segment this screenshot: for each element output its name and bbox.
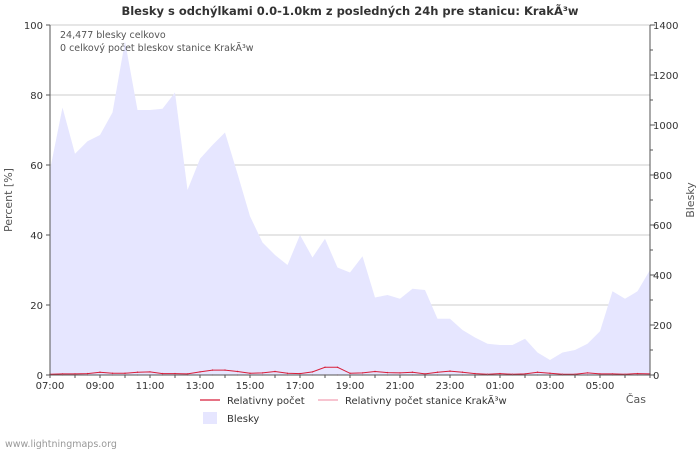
annotation-station: 0 celkový počet bleskov stanice KrakÃ³w [60, 43, 254, 54]
left-tick-label-40: 40 [30, 231, 43, 242]
point-series-1-15 [236, 370, 239, 373]
point-series-1-19 [286, 372, 289, 374]
x-axis-ticks: 07:00 09:00 11:00 13:00 15:00 17:00 19:00 21:00… [36, 375, 651, 392]
y-axis-right-label: Blesky [684, 182, 697, 218]
point-series-1-4 [99, 371, 101, 373]
x-tick-label-0900: 09:00 [86, 381, 115, 392]
point-series-1-24 [349, 372, 351, 374]
x-tick-label-1900: 19:00 [336, 381, 365, 392]
point-series-1-20 [299, 372, 301, 375]
legend: Relativny počet Relativny počet stanice … [200, 394, 507, 425]
area-series-blesky [50, 41, 650, 376]
left-tick-label-20: 20 [30, 301, 43, 312]
left-tick-label-80: 80 [30, 91, 43, 102]
x-tick-label-1700: 17:00 [286, 381, 315, 392]
legend-label-stanice: Relativny počet stanice KrakÃ³w [345, 394, 507, 407]
point-series-1-34 [474, 372, 476, 375]
point-series-1-9 [161, 372, 164, 375]
point-series-1-33 [461, 371, 464, 373]
point-series-1-2 [74, 373, 76, 375]
point-series-1-8 [149, 371, 151, 373]
point-series-1-7 [136, 371, 139, 373]
point-series-1-12 [199, 371, 201, 373]
x-axis-label: Čas [626, 393, 646, 406]
point-series-1-21 [311, 371, 314, 373]
point-series-1-25 [361, 372, 364, 374]
point-series-1-17 [261, 372, 264, 374]
x-tick-label-0500: 05:00 [586, 381, 615, 392]
right-tick-label-400: 400 [653, 271, 672, 282]
point-series-1-32 [449, 370, 451, 372]
point-series-1-36 [499, 372, 501, 375]
point-series-1-40 [549, 372, 551, 374]
point-series-1-6 [124, 372, 126, 374]
point-series-1-39 [536, 371, 539, 373]
point-series-1-31 [436, 371, 439, 373]
legend-label-relativny: Relativny počet [227, 395, 305, 407]
footer-credit: www.lightningmaps.org [5, 439, 117, 450]
point-series-1-28 [399, 372, 401, 374]
point-series-1-22 [324, 366, 326, 368]
right-tick-label-200: 200 [653, 321, 672, 332]
right-tick-label-800: 800 [653, 171, 672, 182]
point-series-1-5 [111, 372, 114, 374]
left-tick-label-0: 0 [37, 371, 43, 382]
x-tick-label-1300: 13:00 [186, 381, 215, 392]
point-series-1-3 [86, 372, 89, 375]
point-series-1-27 [386, 371, 389, 374]
left-tick-label-60: 60 [30, 161, 43, 172]
point-series-1-30 [424, 373, 426, 375]
right-tick-label-0: 0 [653, 371, 659, 382]
point-series-1-44 [599, 373, 601, 375]
x-tick-label-0300: 03:00 [536, 381, 565, 392]
right-tick-label-1400: 1400 [653, 21, 678, 32]
chart-title: Blesky s odchýlkami 0.0-1.0km z posledný… [121, 3, 578, 18]
point-series-1-11 [186, 373, 189, 375]
x-tick-label-2100: 21:00 [386, 381, 415, 392]
area-layer [50, 41, 650, 376]
point-series-1-38 [524, 373, 526, 375]
point-series-1-14 [224, 369, 226, 371]
right-tick-label-1000: 1000 [653, 121, 678, 132]
left-tick-label-100: 100 [24, 21, 43, 32]
point-series-1-18 [274, 370, 276, 373]
point-series-1-47 [636, 372, 639, 375]
annotation-total: 24,477 blesky celkovo [60, 30, 166, 41]
point-series-1-29 [411, 371, 414, 373]
right-tick-label-1200: 1200 [653, 71, 678, 82]
point-series-1-45 [611, 373, 614, 375]
legend-swatch-blesky [203, 412, 217, 424]
point-series-1-10 [174, 372, 176, 375]
x-tick-label-1100: 11:00 [136, 381, 165, 392]
point-series-1-16 [249, 372, 251, 374]
left-axis-ticks: 0 20 40 60 80 100 [24, 21, 50, 382]
right-tick-label-600: 600 [653, 221, 672, 232]
x-tick-label-0100: 01:00 [486, 381, 515, 392]
x-tick-label-0700: 07:00 [36, 381, 65, 392]
point-series-1-23 [336, 366, 339, 368]
legend-label-blesky: Blesky [227, 414, 259, 425]
point-series-1-43 [586, 372, 589, 374]
point-series-1-13 [211, 369, 214, 371]
y-axis-left-label: Percent [%] [2, 168, 15, 232]
x-tick-label-2300: 23:00 [436, 381, 465, 392]
point-series-1-26 [374, 370, 376, 373]
x-tick-label-1500: 15:00 [236, 381, 265, 392]
right-axis-ticks: 0 200 400 600 800 1000 1200 1400 [650, 21, 678, 382]
point-series-1-1 [61, 373, 64, 375]
